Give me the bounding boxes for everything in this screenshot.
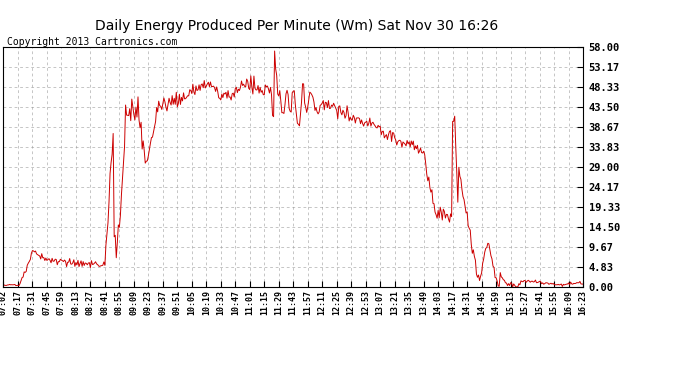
Text: Daily Energy Produced Per Minute (Wm) Sat Nov 30 16:26: Daily Energy Produced Per Minute (Wm) Sa… bbox=[95, 19, 498, 33]
Text: Power Produced  (watts/minute): Power Produced (watts/minute) bbox=[437, 31, 613, 41]
Text: Copyright 2013 Cartronics.com: Copyright 2013 Cartronics.com bbox=[7, 37, 177, 47]
